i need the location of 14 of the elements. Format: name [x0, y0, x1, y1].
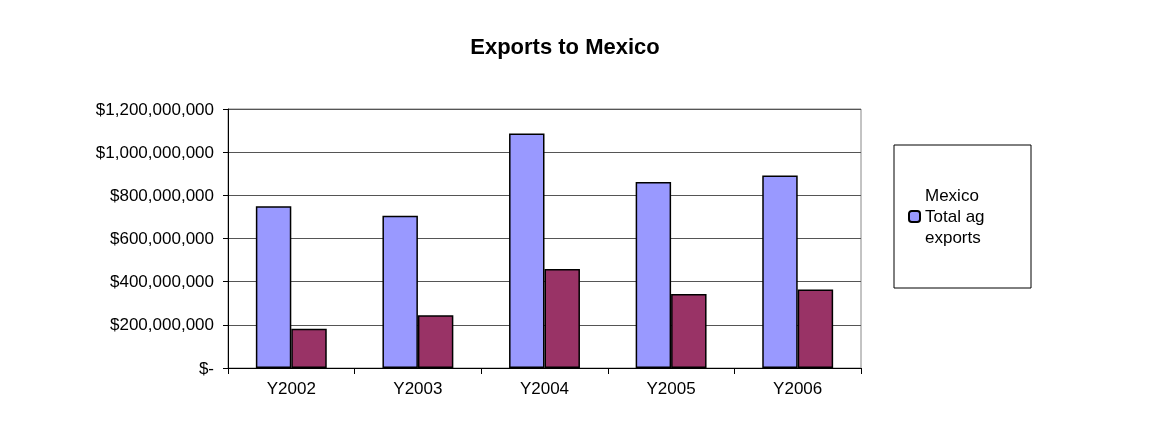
x-tick-label: Y2003	[393, 379, 443, 398]
y-tick-label: $1,200,000,000	[95, 99, 214, 119]
y-tick-label: $1,000,000,000	[95, 142, 214, 162]
y-tick-label: $200,000,000	[110, 315, 214, 335]
legend-label: Mexico Total ag exports	[925, 186, 990, 247]
x-tick-label: Y2004	[519, 379, 570, 398]
x-tick-label: Y2002	[266, 379, 316, 398]
y-tick-label: $800,000,000	[110, 185, 214, 205]
y-tick-label: $400,000,000	[110, 272, 214, 292]
chart-title: Exports to Mexico	[470, 33, 660, 59]
x-tick-label: Y2006	[773, 379, 823, 398]
x-tick-label: Y2005	[646, 379, 696, 398]
y-tick-label: $-	[198, 358, 214, 378]
y-tick-label: $600,000,000	[110, 229, 214, 248]
